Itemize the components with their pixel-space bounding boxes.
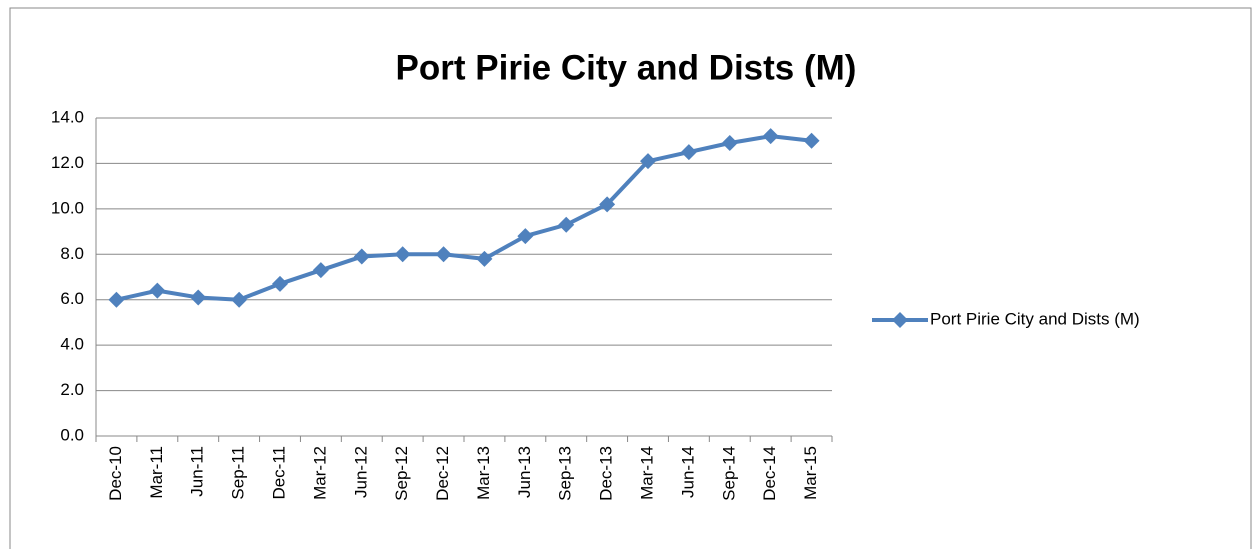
x-tick-label: Dec-12 xyxy=(433,446,452,501)
x-tick-label: Mar-13 xyxy=(474,446,493,500)
x-tick-label: Jun-11 xyxy=(188,446,207,497)
x-tick-label: Mar-15 xyxy=(801,446,820,500)
y-tick-label: 10.0 xyxy=(51,198,84,217)
data-point xyxy=(272,275,288,292)
y-tick-label: 4.0 xyxy=(60,335,84,354)
x-tick-label: Mar-14 xyxy=(637,446,656,500)
data-point xyxy=(762,128,779,145)
data-point xyxy=(149,282,166,299)
x-tick-label: Sep-11 xyxy=(229,446,248,500)
x-tick-label: Dec-13 xyxy=(597,446,616,501)
data-point xyxy=(476,250,493,267)
data-point xyxy=(312,262,329,279)
data-point xyxy=(803,132,820,149)
data-point xyxy=(558,216,575,233)
data-point xyxy=(599,196,616,213)
data-point xyxy=(680,144,697,161)
data-point xyxy=(435,246,452,263)
y-tick-label: 0.0 xyxy=(60,425,84,444)
x-tick-label: Jun-12 xyxy=(351,446,370,498)
data-point xyxy=(640,153,656,170)
legend-label: Port Pirie City and Dists (M) xyxy=(930,309,1140,328)
x-tick-label: Sep-13 xyxy=(556,446,575,501)
x-tick-label: Dec-10 xyxy=(106,446,125,501)
y-tick-label: 12.0 xyxy=(51,153,84,172)
data-point xyxy=(108,291,125,308)
x-tick-label: Mar-12 xyxy=(310,446,329,500)
data-point xyxy=(353,248,370,265)
x-tick-label: Sep-14 xyxy=(719,446,738,501)
data-point xyxy=(394,246,411,263)
data-point xyxy=(517,228,534,245)
chart-title: Port Pirie City and Dists (M) xyxy=(396,48,857,87)
x-tick-label: Mar-11 xyxy=(147,446,166,499)
data-point xyxy=(231,291,248,308)
y-tick-label: 14.0 xyxy=(51,107,84,126)
x-tick-label: Sep-12 xyxy=(392,446,411,501)
chart-border xyxy=(9,7,1252,549)
x-tick-label: Dec-14 xyxy=(760,446,779,501)
data-point xyxy=(190,289,207,306)
x-tick-label: Dec-11 xyxy=(269,446,288,500)
legend-marker xyxy=(892,312,908,328)
x-tick-label: Jun-14 xyxy=(678,446,697,498)
y-tick-label: 8.0 xyxy=(60,244,84,263)
y-tick-label: 2.0 xyxy=(60,380,84,399)
y-tick-label: 6.0 xyxy=(60,289,84,308)
data-point xyxy=(721,134,738,151)
x-tick-label: Jun-13 xyxy=(515,446,534,498)
